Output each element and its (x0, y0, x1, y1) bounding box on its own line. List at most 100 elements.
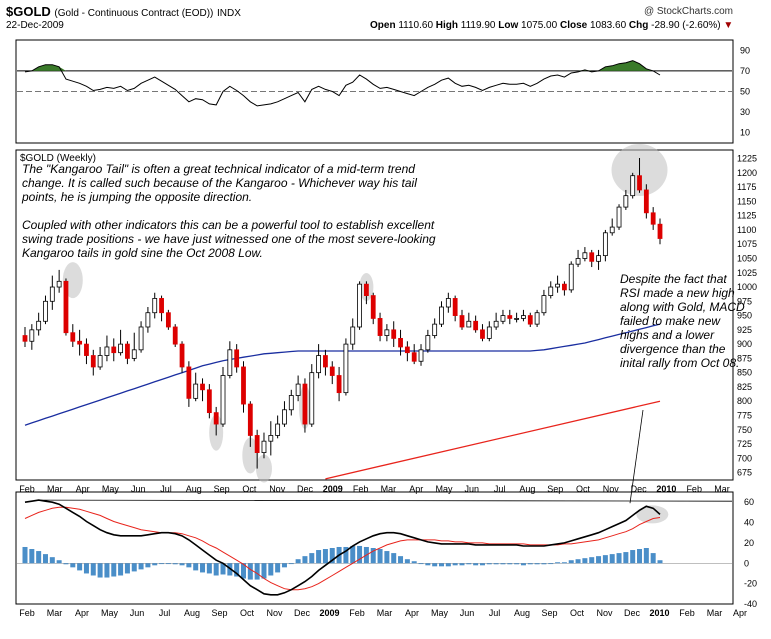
candle-body (582, 252, 588, 259)
macd-histogram-bar (172, 563, 178, 565)
price-x-label: Jun (131, 484, 146, 494)
candle-body (206, 389, 212, 414)
candle-body (596, 255, 601, 262)
macd-tick-label: 20 (744, 538, 754, 548)
macd-histogram-bar (118, 563, 124, 576)
macd-histogram-bar (452, 563, 458, 566)
macd-histogram-bar (548, 563, 554, 565)
macd-histogram-bar (186, 563, 192, 568)
macd-histogram-bar (561, 562, 567, 564)
candle-body (527, 315, 533, 325)
price-tick-label: 1150 (737, 196, 756, 206)
price-x-label: Mar (47, 484, 63, 494)
macd-histogram-bar (404, 559, 410, 564)
annotation-paragraph-2: Coupled with other indicators this can b… (22, 218, 436, 260)
price-tick-label: 775 (737, 410, 752, 420)
macd-histogram-bar (555, 562, 561, 564)
price-x-label: Oct (576, 484, 591, 494)
price-tick-label: 875 (737, 353, 752, 363)
candle-body (316, 355, 322, 374)
candle-body (179, 343, 185, 368)
macd-x-label: Feb (349, 608, 365, 618)
price-x-label: Dec (631, 484, 648, 494)
candle-body (104, 346, 110, 356)
macd-histogram-bar (343, 546, 349, 564)
high-label: High (435, 20, 459, 31)
candle-body (49, 286, 55, 302)
macd-x-label: Aug (184, 608, 200, 618)
price-tick-label: 925 (737, 325, 752, 335)
price-x-label: Aug (519, 484, 535, 494)
macd-histogram-bar (500, 563, 506, 565)
candle-body (452, 298, 458, 316)
macd-histogram-bar (240, 563, 246, 579)
candle-body (657, 223, 663, 239)
macd-x-label: Apr (733, 608, 747, 618)
price-x-label: May (435, 484, 453, 494)
candle-body (186, 366, 192, 399)
candle-body (288, 395, 294, 411)
macd-histogram-bar (418, 563, 424, 565)
candle-body (568, 263, 574, 291)
symbol-description: (Gold - Continuous Contract (EOD)) (54, 8, 214, 19)
price-tick-label: 700 (737, 453, 752, 463)
candle-body (514, 318, 520, 320)
macd-histogram-bar (275, 563, 281, 573)
rsi-panel-frame (15, 39, 734, 144)
macd-histogram-bar (630, 550, 636, 564)
candle-body (329, 366, 335, 376)
candle-body (350, 326, 356, 345)
candle-body (138, 326, 144, 351)
macd-histogram-bar (97, 563, 103, 578)
candle-body (398, 338, 403, 348)
candle-body (97, 355, 103, 368)
macd-histogram-bar (179, 563, 185, 566)
macd-histogram-bar (657, 560, 663, 564)
price-tick-label: 1100 (737, 225, 756, 235)
candle-body (22, 335, 28, 342)
candle-body (254, 435, 260, 453)
open-label: Open (370, 20, 396, 31)
candle-body (534, 312, 540, 325)
candle-body (363, 283, 369, 296)
candle-body (172, 326, 178, 345)
price-x-label: Jun (465, 484, 480, 494)
macd-signal-line (24, 506, 661, 591)
macd-histogram-bar (350, 545, 356, 564)
price-tick-label: 1200 (737, 168, 757, 178)
candle-body (145, 312, 151, 328)
macd-histogram-bar (575, 559, 581, 564)
macd-histogram-bar (193, 563, 199, 571)
macd-histogram-bar (398, 556, 404, 564)
macd-histogram-bar (514, 563, 520, 565)
candle-body (370, 295, 376, 319)
price-x-label: Sep (214, 484, 230, 494)
candle-body (268, 435, 274, 442)
macd-histogram-bar (384, 551, 390, 564)
candle-body (432, 323, 438, 336)
candle-body (152, 298, 158, 314)
candle-body (90, 355, 96, 368)
macd-histogram-bar (247, 563, 253, 580)
macd-x-label: Aug (514, 608, 530, 618)
symbol-title: $GOLD (Gold - Continuous Contract (EOD))… (6, 4, 241, 19)
open-value: 1110.60 (398, 20, 434, 31)
macd-histogram-bar (637, 549, 643, 564)
candle-body (295, 383, 301, 396)
macd-histogram-bar (527, 563, 533, 565)
rsi-tick-label: 30 (740, 107, 750, 117)
macd-x-label: Apr (405, 608, 419, 618)
macd-x-label: Dec (624, 608, 641, 618)
macd-histogram-bar (439, 563, 445, 567)
price-x-label: Apr (409, 484, 423, 494)
candle-body (193, 383, 199, 399)
rsi-tick-label: 70 (740, 66, 750, 76)
candle-body (418, 349, 424, 362)
candle-body (159, 298, 164, 314)
macd-x-label: Oct (240, 608, 255, 618)
macd-histogram-bar (70, 563, 76, 568)
macd-x-label: Nov (596, 608, 613, 618)
macd-histogram-bar (582, 558, 588, 564)
price-tick-label: 950 (737, 311, 752, 321)
